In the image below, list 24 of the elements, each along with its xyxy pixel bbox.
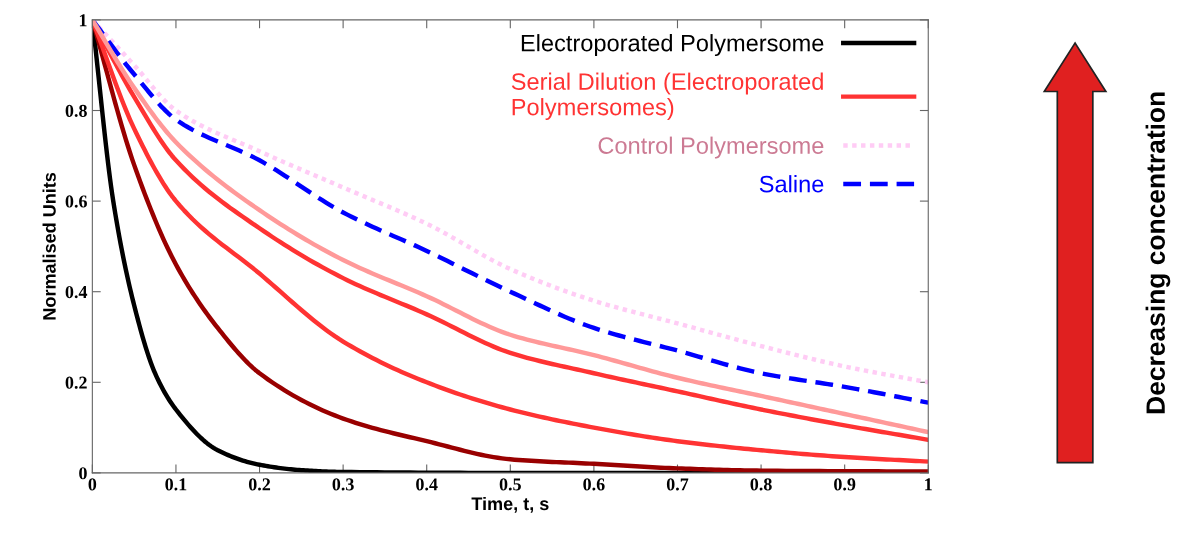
legend-label: Saline	[759, 175, 824, 193]
y-tick-label: 0	[79, 467, 87, 480]
x-tick-label: 0.8	[750, 478, 772, 491]
x-axis-title: Time, t, s	[471, 496, 549, 513]
x-tick-label: 0.4	[416, 478, 438, 491]
y-tick-label: 0.8	[65, 104, 87, 118]
x-tick-label: 0.2	[248, 478, 271, 491]
y-tick-label: 0.2	[65, 376, 87, 389]
y-tick-label: 1	[79, 14, 87, 27]
x-tick-label: 1	[925, 478, 932, 491]
x-tick-label: 0.7	[666, 478, 689, 491]
y-axis-title: Normalised Units	[42, 172, 56, 320]
text: Decreasing concentration	[1145, 92, 1171, 414]
x-tick-label: 0.3	[332, 478, 354, 491]
x-tick-label: 0.9	[834, 478, 856, 491]
x-tick-label: 0.5	[499, 478, 521, 491]
legend-label: Electroporated Polymersome	[521, 34, 824, 57]
legend-label: Control Polymersome	[598, 136, 824, 159]
y-tick-label: 0.6	[65, 195, 87, 208]
x-tick-label: 0.6	[583, 478, 605, 491]
legend-label: Serial Dilution (Electroporated Polymersomes)	[511, 72, 823, 121]
y-tick-label: 0.4	[65, 285, 88, 299]
x-tick-label: 0	[88, 478, 97, 491]
x-tick-label: 0.1	[165, 478, 187, 491]
